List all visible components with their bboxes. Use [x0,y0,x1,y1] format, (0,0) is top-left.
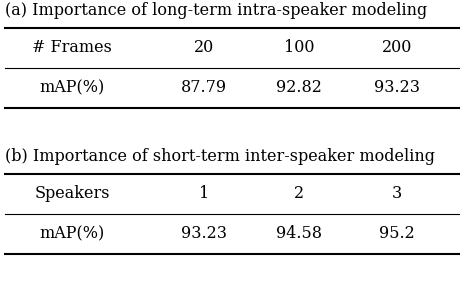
Text: 92.82: 92.82 [276,80,321,97]
Text: 93.23: 93.23 [373,80,419,97]
Text: 93.23: 93.23 [181,225,227,243]
Text: 94.58: 94.58 [275,225,322,243]
Text: 100: 100 [283,39,314,57]
Text: 87.79: 87.79 [181,80,227,97]
Text: 2: 2 [294,185,304,202]
Text: 200: 200 [381,39,411,57]
Text: 20: 20 [194,39,214,57]
Text: 3: 3 [391,185,401,202]
Text: # Frames: # Frames [32,39,112,57]
Text: Speakers: Speakers [34,185,109,202]
Text: (b) Importance of short-term inter-speaker modeling: (b) Importance of short-term inter-speak… [5,148,434,165]
Text: (a) Importance of long-term intra-speaker modeling: (a) Importance of long-term intra-speake… [5,2,426,19]
Text: mAP(%): mAP(%) [39,225,104,243]
Text: mAP(%): mAP(%) [39,80,104,97]
Text: 1: 1 [199,185,209,202]
Text: 95.2: 95.2 [378,225,414,243]
